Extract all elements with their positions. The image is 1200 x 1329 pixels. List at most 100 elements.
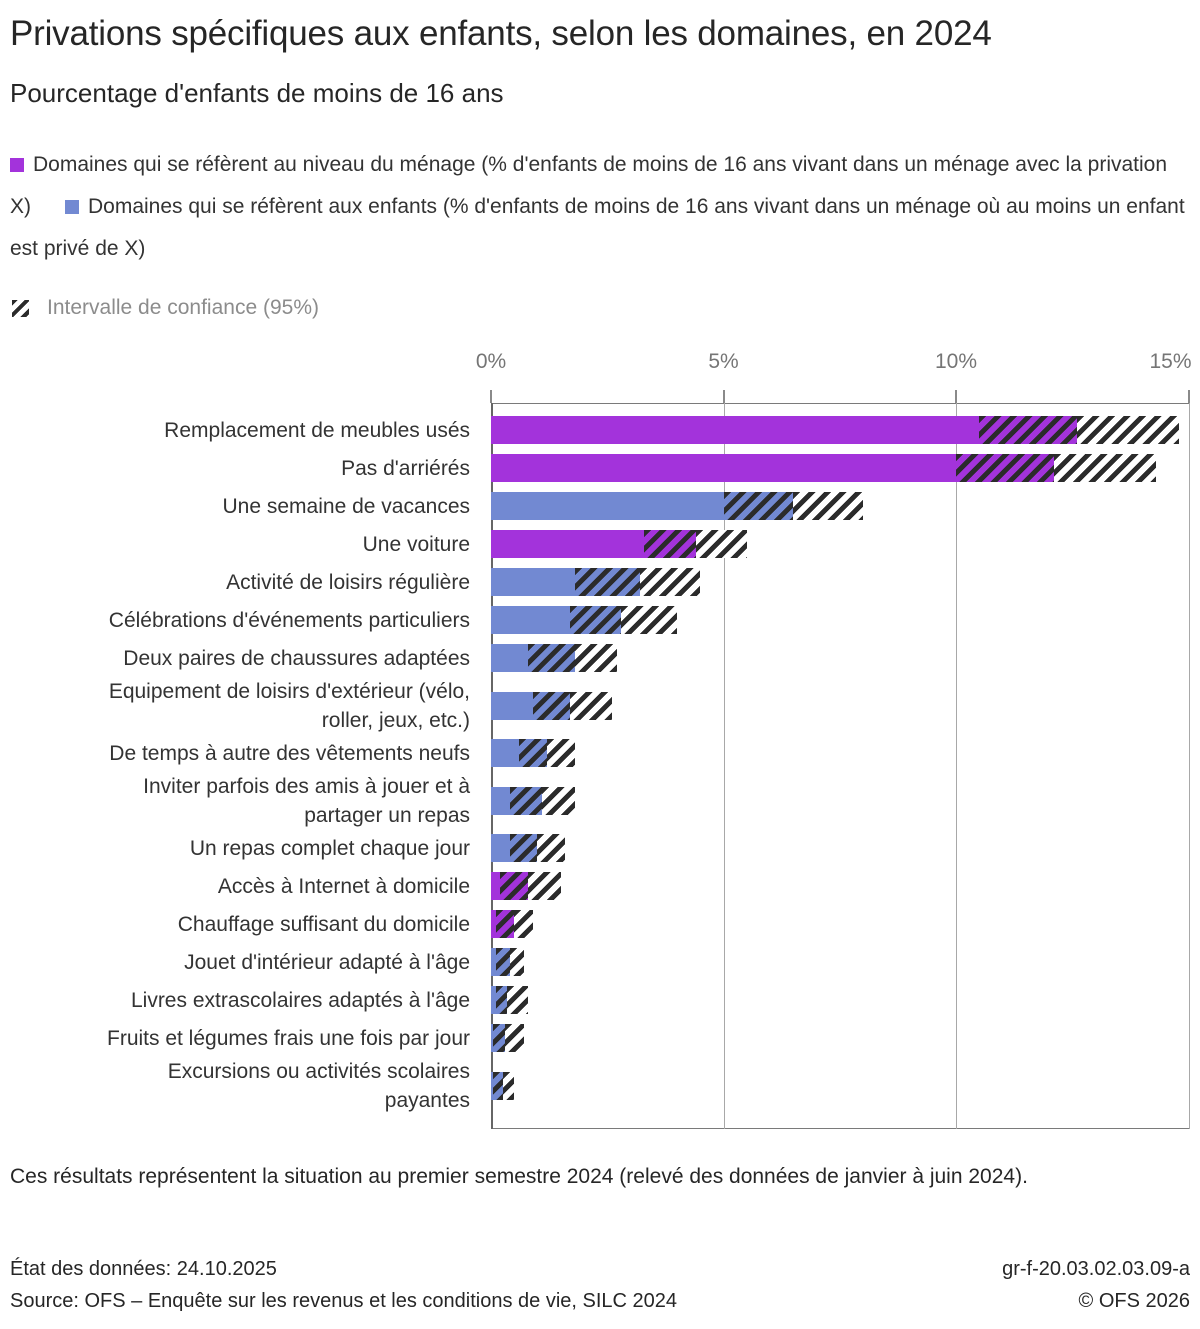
category-label: Une voiture [362, 532, 470, 556]
bar-solid-segment [491, 691, 533, 720]
bar-solid-segment [491, 530, 645, 558]
page-title: Privations spécifiques aux enfants, selo… [10, 14, 992, 53]
bar-children [491, 691, 612, 720]
bar-ci-lower-hatch-segment [644, 530, 696, 558]
bar-solid-segment [491, 910, 496, 938]
category-label: Remplacement de meubles usés [164, 418, 470, 442]
bar-ci-lower-hatch-segment [495, 910, 515, 938]
bar-ci-lower-hatch-segment [495, 948, 510, 976]
bar-track [491, 1024, 1200, 1052]
bar-track [491, 986, 1200, 1014]
bar-children [491, 492, 863, 520]
bar-track [491, 910, 1200, 938]
category-label: Jouet d'intérieur adapté à l'âge [184, 950, 470, 974]
household-series-label: Domaines qui se réfèrent au niveau du mé… [10, 153, 1168, 218]
bar-ci-lower-hatch-segment [493, 1071, 503, 1100]
category-label: Livres extrascolaires adaptés à l'âge [130, 988, 470, 1012]
bar-ci-lower-hatch-segment [493, 1024, 505, 1052]
chart-row: Une semaine de vacances [0, 487, 1200, 525]
bar-track [491, 786, 1200, 815]
category-label: Chauffage suffisant du domicile [177, 912, 470, 936]
bar-solid-segment [491, 739, 519, 767]
bar-ci-upper-hatch-segment [621, 606, 677, 634]
copyright-label: © OFS 2026 [1078, 1290, 1190, 1312]
category-label: Accès à Internet à domicile [217, 874, 470, 898]
bar-track [491, 644, 1200, 672]
bar-solid-segment [491, 1071, 494, 1100]
bar-ci-upper-hatch-segment [542, 786, 575, 815]
bar-ci-upper-hatch-segment [793, 492, 863, 520]
bar-ci-lower-hatch-segment [518, 739, 547, 767]
bar-ci-lower-hatch-segment [570, 606, 622, 634]
bar-solid-segment [491, 834, 510, 862]
chart-row: Un repas complet chaque jour [0, 829, 1200, 867]
bar-ci-lower-hatch-segment [956, 454, 1054, 482]
category-label: Inviter parfois des amis à jouer et à par… [143, 774, 470, 827]
chart-row: Jouet d'intérieur adapté à l'âge [0, 943, 1200, 981]
hatch-pattern-icon [12, 299, 29, 317]
bar-track [491, 530, 1200, 558]
chart-row: Livres extrascolaires adaptés à l'âge [0, 981, 1200, 1019]
bar-children [491, 948, 524, 976]
plot-area: Remplacement de meubles usés Pas d'arriér… [0, 403, 1200, 1129]
bar-track [491, 834, 1200, 862]
x-axis-tick-mark [490, 390, 492, 403]
x-axis-tick-label: 0% [475, 350, 507, 373]
reference-code: gr-f-20.03.02.03.09-a [1002, 1258, 1190, 1280]
gridline [1188, 403, 1190, 1129]
category-label: Une semaine de vacances [222, 494, 470, 518]
bar-solid-segment [491, 786, 510, 815]
category-label: Excursions ou activités scolaires payante… [167, 1059, 470, 1112]
chart-row: De temps à autre des vêtements neufs [0, 734, 1200, 772]
x-axis: 0% 5% 10% 15% [0, 348, 1200, 403]
gridline [956, 403, 957, 1129]
confidence-interval-label: Intervalle de confiance (95%) [47, 296, 319, 319]
bar-solid-segment [491, 644, 529, 672]
bar-ci-lower-hatch-segment [574, 568, 640, 596]
bar-track [491, 948, 1200, 976]
bar-track [491, 416, 1200, 444]
chart-row: Activité de loisirs régulière [0, 563, 1200, 601]
bar-ci-upper-hatch-segment [574, 644, 617, 672]
meta-row-2: Source: OFS – Enquête sur les revenus et… [10, 1290, 1190, 1313]
x-axis-tick-mark [722, 390, 725, 403]
bar-ci-upper-hatch-segment [528, 872, 561, 900]
page-subtitle: Pourcentage d'enfants de moins de 16 ans [10, 78, 504, 108]
category-label: De temps à autre des vêtements neufs [109, 741, 470, 765]
bar-ci-upper-hatch-segment [537, 834, 566, 862]
bar-solid-segment [491, 1024, 494, 1052]
plot-top-border [491, 403, 1190, 404]
chart-row: Equipement de loisirs d'extérieur (vélo,… [0, 677, 1200, 734]
bar-track [491, 606, 1200, 634]
bar-track [491, 1071, 1200, 1100]
bar-ci-upper-hatch-segment [509, 948, 524, 976]
chart-row: Fruits et légumes frais une fois par jou… [0, 1019, 1200, 1057]
bar-children [491, 1071, 515, 1100]
chart-row: Célébrations d'événements particuliers [0, 601, 1200, 639]
bar-solid-segment [491, 986, 496, 1014]
category-label: Célébrations d'événements particuliers [108, 608, 470, 632]
bar-children [491, 739, 575, 767]
bar-children [491, 986, 529, 1014]
category-label: Equipement de loisirs d'extérieur (vélo,… [108, 679, 470, 732]
category-label: Activité de loisirs régulière [226, 570, 470, 594]
x-axis-tick-label: 15% [1149, 350, 1192, 373]
chart-row: Chauffage suffisant du domicile [0, 905, 1200, 943]
category-label: Fruits et légumes frais une fois par jou… [107, 1026, 470, 1050]
meta-row-1: État des données: 24.10.2025 gr-f-20.03.… [10, 1258, 1190, 1281]
bar-track [491, 872, 1200, 900]
bar-track [491, 568, 1200, 596]
plot-bottom-border [491, 1128, 1190, 1129]
bar-ci-lower-hatch-segment [532, 691, 571, 720]
bar-solid-segment [491, 454, 956, 482]
chart-row: Deux paires de chaussures adaptées [0, 639, 1200, 677]
bar-chart: 0% 5% 10% 15% Remplacement de meubles usés P… [0, 348, 1200, 1129]
bar-household [491, 416, 1180, 444]
category-label: Un repas complet chaque jour [189, 836, 470, 860]
chart-row: Inviter parfois des amis à jouer et à par… [0, 772, 1200, 829]
bar-household [491, 530, 747, 558]
category-label: Pas d'arriérés [341, 456, 470, 480]
bar-children [491, 644, 617, 672]
bar-household [491, 872, 561, 900]
bar-ci-upper-hatch-segment [504, 1024, 524, 1052]
